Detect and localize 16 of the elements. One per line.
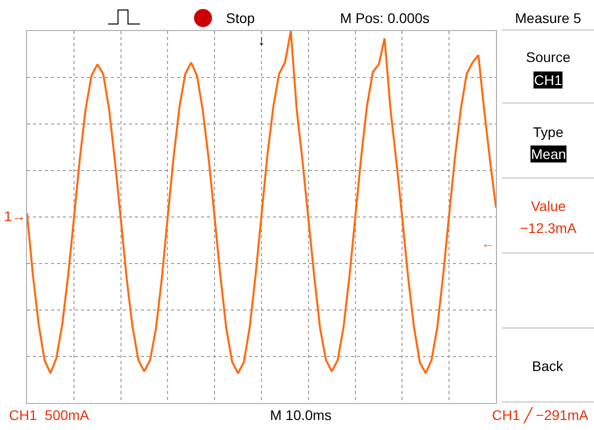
text: Mean: [531, 146, 566, 162]
text: Measure 5: [515, 10, 582, 26]
text: −12.3mA: [520, 220, 578, 236]
text: CH1 500mA: [9, 407, 90, 423]
text: Stop: [226, 10, 256, 26]
text: CH1 ╱ −291mA: [492, 407, 589, 424]
text: Back: [532, 358, 564, 374]
annotation: ←: [481, 235, 495, 251]
text: Value: [531, 198, 566, 214]
text: Source: [526, 49, 571, 65]
text: CH1: [534, 72, 562, 88]
text: 1→: [4, 208, 26, 224]
text: M 10.0ms: [270, 407, 332, 423]
text: M Pos: 0.000s: [340, 10, 430, 26]
text: Type: [533, 124, 564, 140]
annotation: ↓: [258, 32, 265, 48]
